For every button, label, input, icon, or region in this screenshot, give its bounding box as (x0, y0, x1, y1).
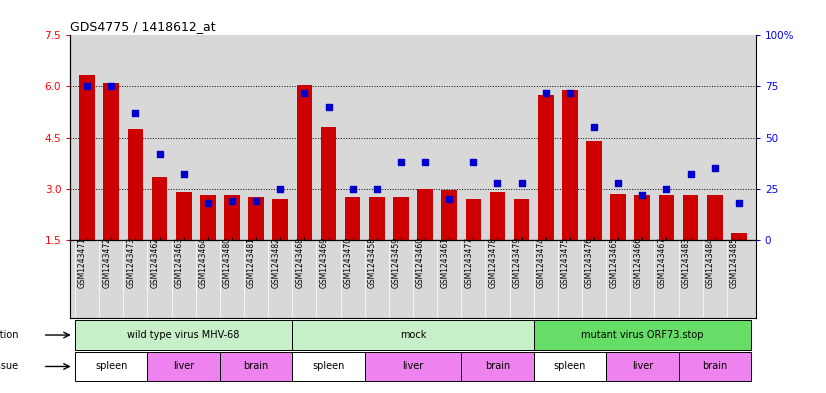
Bar (514, 199, 529, 240)
Bar (538, 95, 553, 240)
Bar (273, 199, 288, 240)
Point (80, 83, 93, 90)
Bar (534, 320, 751, 350)
Point (491, 179, 504, 185)
Bar (707, 195, 723, 240)
Bar (148, 352, 220, 381)
Point (273, 185, 287, 192)
Text: tissue: tissue (0, 362, 19, 371)
Bar (176, 192, 192, 240)
Point (153, 151, 166, 157)
Text: liver: liver (173, 362, 194, 371)
Point (539, 90, 553, 96)
Bar (534, 352, 606, 381)
Bar (75, 352, 148, 381)
Bar (320, 127, 336, 240)
Text: brain: brain (244, 362, 268, 371)
Point (684, 171, 697, 178)
Bar (200, 195, 216, 240)
Bar (103, 83, 119, 240)
Text: spleen: spleen (553, 362, 586, 371)
Bar (562, 90, 577, 240)
Bar (365, 352, 461, 381)
Bar (292, 352, 365, 381)
Text: mock: mock (400, 330, 426, 340)
Text: mutant virus ORF73.stop: mutant virus ORF73.stop (581, 330, 704, 340)
Point (129, 110, 142, 116)
Bar (249, 197, 264, 240)
Point (419, 159, 432, 165)
Bar (417, 189, 433, 240)
Text: liver: liver (632, 362, 653, 371)
Bar (127, 129, 143, 240)
Point (370, 185, 383, 192)
Bar (344, 197, 360, 240)
Text: GDS4775 / 1418612_at: GDS4775 / 1418612_at (70, 20, 216, 33)
Text: infection: infection (0, 330, 19, 340)
Point (346, 185, 359, 192)
Point (708, 165, 721, 171)
Bar (461, 352, 534, 381)
Bar (292, 320, 534, 350)
Point (587, 124, 601, 130)
Bar (152, 177, 168, 240)
Point (249, 198, 263, 204)
Bar (678, 352, 751, 381)
Bar (79, 75, 95, 240)
Point (563, 90, 577, 96)
Text: wild type virus MHV-68: wild type virus MHV-68 (127, 330, 240, 340)
Text: spleen: spleen (95, 362, 127, 371)
Point (515, 179, 529, 185)
Point (177, 171, 190, 178)
Bar (490, 192, 506, 240)
Bar (466, 199, 482, 240)
Point (322, 104, 335, 110)
Text: liver: liver (402, 362, 424, 371)
Point (105, 83, 118, 90)
Bar (220, 352, 292, 381)
Point (297, 90, 311, 96)
Bar (731, 233, 747, 240)
Bar (393, 197, 409, 240)
Bar (634, 195, 650, 240)
Text: brain: brain (702, 362, 728, 371)
Bar (369, 197, 385, 240)
Point (202, 200, 215, 206)
Bar (610, 194, 626, 240)
Bar (586, 141, 602, 240)
Point (733, 200, 746, 206)
Point (636, 192, 649, 198)
Point (611, 179, 624, 185)
Point (467, 159, 480, 165)
Bar (441, 190, 457, 240)
Bar (606, 352, 678, 381)
Point (443, 196, 456, 202)
Text: brain: brain (485, 362, 510, 371)
Bar (75, 320, 292, 350)
Text: spleen: spleen (312, 362, 344, 371)
Bar (683, 195, 699, 240)
Bar (297, 85, 312, 240)
Point (225, 198, 239, 204)
Bar (224, 195, 240, 240)
Bar (658, 195, 674, 240)
Point (394, 159, 407, 165)
Point (660, 185, 673, 192)
